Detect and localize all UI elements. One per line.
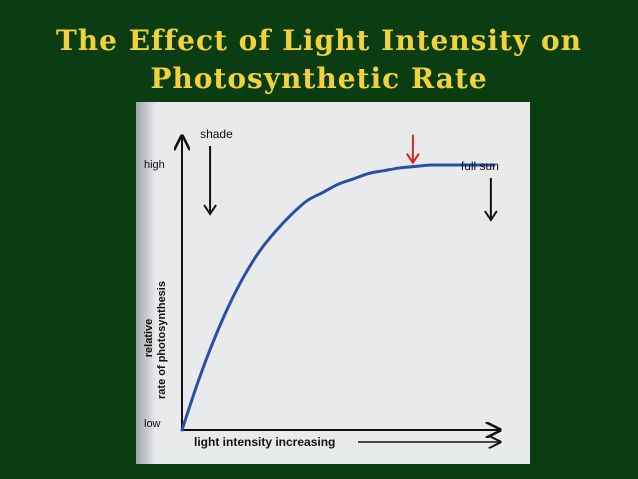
chart-svg: high low relative rate of photosynthesis…: [143, 127, 530, 449]
annotation-arrow-2: full sun: [461, 159, 499, 222]
slide-title: The Effect of Light Intensity on Photosy…: [0, 22, 638, 98]
slide-title-line-1: The Effect of Light Intensity on: [55, 24, 583, 57]
scan-shadow: [136, 102, 156, 464]
y-tick-high: high: [144, 159, 165, 171]
annotation-label-2: full sun: [461, 159, 499, 173]
annotation-arrow-1: [406, 134, 420, 165]
annotation-label-0: shade: [200, 127, 233, 141]
slide-title-line-2: Photosynthetic Rate: [150, 62, 488, 95]
x-axis-label: light intensity increasing: [194, 435, 335, 449]
chart-figure: high low relative rate of photosynthesis…: [136, 102, 530, 464]
annotation-arrow-0: shade: [200, 127, 233, 216]
series-line: [180, 163, 496, 432]
y-tick-low: low: [144, 418, 161, 430]
y-axis-label-line-1: relative: [143, 319, 155, 358]
y-axis-label-line-2: rate of photosynthesis: [156, 281, 168, 399]
